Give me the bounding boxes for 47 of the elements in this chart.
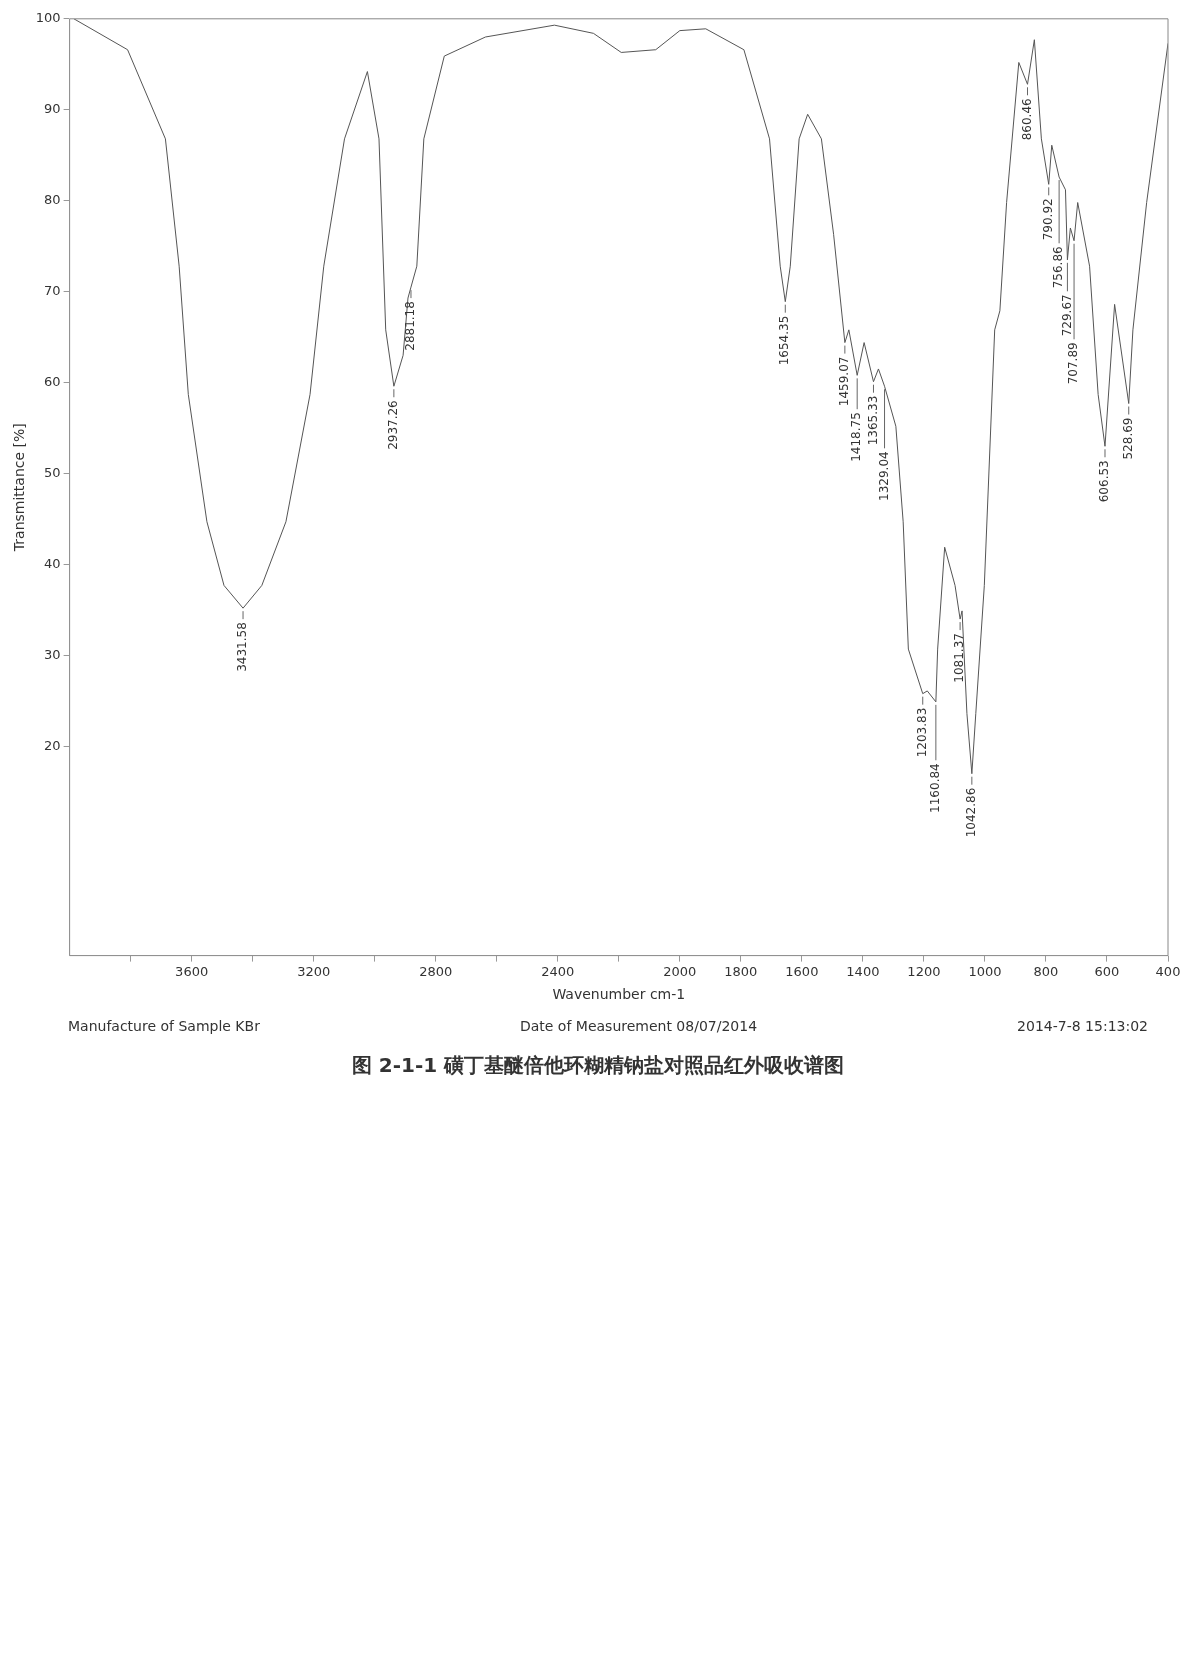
annotation: 1042.86: [963, 787, 978, 838]
y-tick-label: 60: [44, 373, 61, 389]
x-tick-label: 800: [1033, 963, 1059, 979]
x-tick-label: 400: [1155, 963, 1181, 979]
y-tick-label: 80: [44, 192, 61, 208]
y-tick-label: 90: [44, 101, 61, 117]
annotation: 1365.33: [865, 395, 880, 446]
x-tick-label: 600: [1094, 963, 1120, 979]
text: 2014-7-8 15:13:02: [1017, 1018, 1148, 1034]
annotation: 1418.75: [849, 412, 864, 462]
annotation: 729.67: [1059, 294, 1074, 337]
annotation: 860.46: [1019, 98, 1034, 141]
x-tick-label: 3200: [297, 963, 331, 979]
annotation: 790.92: [1040, 198, 1055, 241]
annotation: 3431.58: [235, 622, 250, 672]
annotation: 1081.37: [952, 633, 967, 683]
text: Date of Measurement 08/07/2014: [519, 1018, 758, 1034]
x-tick-label: 2800: [419, 963, 453, 979]
x-axis-title: Wavenumber cm-1: [552, 986, 686, 1003]
annotation: 1459.07: [836, 356, 851, 407]
y-tick-label: 50: [44, 464, 61, 480]
text: 图 2-1-1 磺丁基醚倍他环糊精钠盐对照品红外吸收谱图: [350, 1052, 846, 1079]
annotation: 1203.83: [914, 707, 929, 758]
x-tick-label: 1600: [785, 963, 819, 979]
y-axis-title: Transmittance [%]: [11, 423, 28, 553]
annotation: 528.69: [1120, 417, 1135, 460]
x-tick-label: 1800: [724, 963, 758, 979]
annotation: 1160.84: [927, 763, 942, 813]
y-tick-label: 30: [44, 646, 61, 662]
annotation: 1654.35: [777, 315, 792, 366]
y-tick-label: 100: [35, 10, 61, 26]
x-tick-label: 3600: [175, 963, 209, 979]
x-tick-label: 2400: [541, 963, 575, 979]
annotation: 606.53: [1097, 460, 1112, 503]
y-tick-label: 40: [44, 555, 61, 571]
annotation: 2881.18: [403, 301, 418, 351]
annotation: 2937.26: [385, 400, 400, 450]
x-tick-label: 1000: [968, 963, 1002, 979]
y-tick-label: 70: [44, 283, 61, 299]
x-tick-label: 1200: [907, 963, 941, 979]
x-tick-label: 2000: [663, 963, 697, 979]
x-tick-label: 1400: [846, 963, 880, 979]
annotation: 707.89: [1066, 342, 1081, 385]
annotation: 756.86: [1051, 246, 1066, 289]
text: Manufacture of Sample KBr: [68, 1018, 260, 1034]
annotation: 1329.04: [876, 451, 891, 501]
y-tick-label: 20: [44, 737, 61, 753]
